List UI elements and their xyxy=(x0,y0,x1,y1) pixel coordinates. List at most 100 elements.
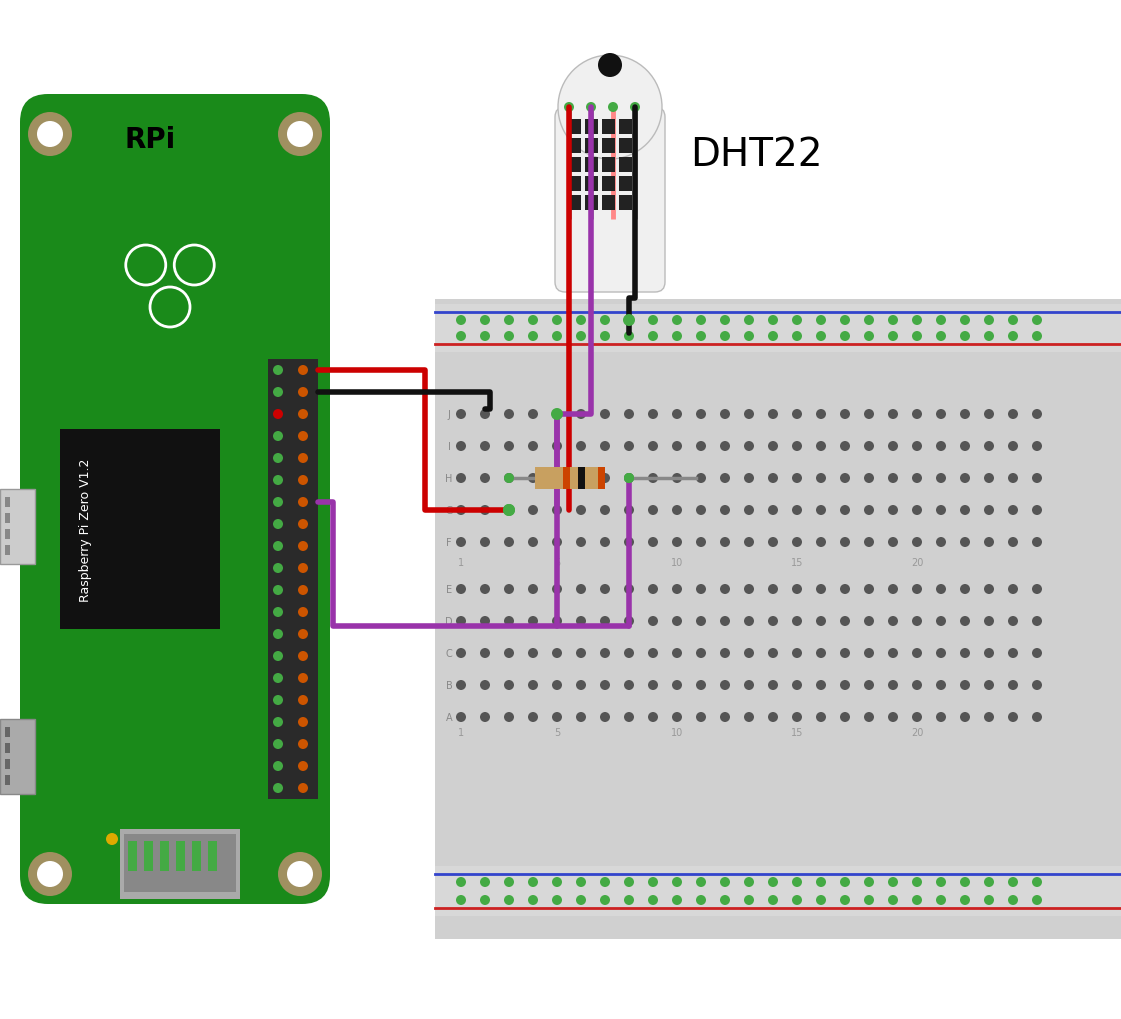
Circle shape xyxy=(552,681,562,690)
Circle shape xyxy=(456,441,466,451)
Circle shape xyxy=(274,695,282,705)
Circle shape xyxy=(528,585,538,594)
Circle shape xyxy=(960,331,970,341)
Circle shape xyxy=(274,630,282,639)
Circle shape xyxy=(298,739,308,749)
Circle shape xyxy=(600,681,610,690)
Circle shape xyxy=(576,410,586,420)
Text: 15: 15 xyxy=(790,728,803,738)
Circle shape xyxy=(480,316,490,326)
Circle shape xyxy=(1008,895,1018,905)
Text: DHT22: DHT22 xyxy=(691,136,823,174)
Circle shape xyxy=(480,505,490,516)
Circle shape xyxy=(768,474,778,484)
Circle shape xyxy=(1008,585,1018,594)
Bar xyxy=(585,196,597,211)
Circle shape xyxy=(768,410,778,420)
Bar xyxy=(120,829,240,899)
Bar xyxy=(435,866,1121,916)
Circle shape xyxy=(744,616,754,627)
Bar xyxy=(4,497,10,507)
Circle shape xyxy=(744,410,754,420)
Circle shape xyxy=(274,564,282,574)
Circle shape xyxy=(504,877,515,888)
Circle shape xyxy=(504,331,515,341)
Circle shape xyxy=(816,648,826,658)
Circle shape xyxy=(586,103,596,113)
Circle shape xyxy=(984,505,994,516)
Circle shape xyxy=(274,410,282,420)
Circle shape xyxy=(744,648,754,658)
Circle shape xyxy=(648,877,658,888)
Circle shape xyxy=(696,474,706,484)
Circle shape xyxy=(696,712,706,722)
Circle shape xyxy=(720,331,730,341)
Circle shape xyxy=(624,474,634,484)
Circle shape xyxy=(600,316,610,326)
Circle shape xyxy=(864,648,874,658)
Circle shape xyxy=(600,505,610,516)
Circle shape xyxy=(1008,648,1018,658)
Circle shape xyxy=(1008,616,1018,627)
Circle shape xyxy=(793,877,802,888)
Circle shape xyxy=(624,537,634,547)
Circle shape xyxy=(504,712,515,722)
Circle shape xyxy=(793,895,802,905)
Circle shape xyxy=(720,441,730,451)
Circle shape xyxy=(648,505,658,516)
Circle shape xyxy=(888,877,898,888)
Circle shape xyxy=(936,895,946,905)
Circle shape xyxy=(960,895,970,905)
Circle shape xyxy=(528,410,538,420)
Circle shape xyxy=(960,616,970,627)
Circle shape xyxy=(298,607,308,618)
Circle shape xyxy=(274,366,282,376)
Circle shape xyxy=(456,474,466,484)
Circle shape xyxy=(840,410,850,420)
Circle shape xyxy=(671,331,682,341)
Circle shape xyxy=(456,895,466,905)
Circle shape xyxy=(864,537,874,547)
Circle shape xyxy=(106,834,118,845)
Bar xyxy=(0,489,35,565)
Circle shape xyxy=(298,630,308,639)
Circle shape xyxy=(840,616,850,627)
Circle shape xyxy=(912,616,921,627)
Circle shape xyxy=(744,441,754,451)
Bar xyxy=(435,305,1121,353)
Bar xyxy=(4,514,10,524)
Circle shape xyxy=(528,316,538,326)
Bar xyxy=(585,158,597,173)
Circle shape xyxy=(671,474,682,484)
Bar xyxy=(568,120,581,135)
Circle shape xyxy=(298,674,308,684)
Circle shape xyxy=(600,474,610,484)
Circle shape xyxy=(528,712,538,722)
Circle shape xyxy=(864,505,874,516)
Circle shape xyxy=(274,497,282,507)
Circle shape xyxy=(623,315,634,327)
Circle shape xyxy=(960,505,970,516)
Circle shape xyxy=(648,712,658,722)
Circle shape xyxy=(720,877,730,888)
Circle shape xyxy=(793,474,802,484)
Circle shape xyxy=(984,585,994,594)
Circle shape xyxy=(840,585,850,594)
Circle shape xyxy=(744,474,754,484)
Circle shape xyxy=(624,895,634,905)
Circle shape xyxy=(504,895,515,905)
Circle shape xyxy=(480,616,490,627)
Circle shape xyxy=(552,316,562,326)
Circle shape xyxy=(1008,441,1018,451)
Circle shape xyxy=(504,681,515,690)
Circle shape xyxy=(528,681,538,690)
Circle shape xyxy=(480,441,490,451)
Circle shape xyxy=(456,648,466,658)
Circle shape xyxy=(552,441,562,451)
Circle shape xyxy=(960,410,970,420)
Circle shape xyxy=(768,316,778,326)
Bar xyxy=(4,545,10,555)
Bar xyxy=(160,841,169,871)
Circle shape xyxy=(960,316,970,326)
Circle shape xyxy=(576,648,586,658)
